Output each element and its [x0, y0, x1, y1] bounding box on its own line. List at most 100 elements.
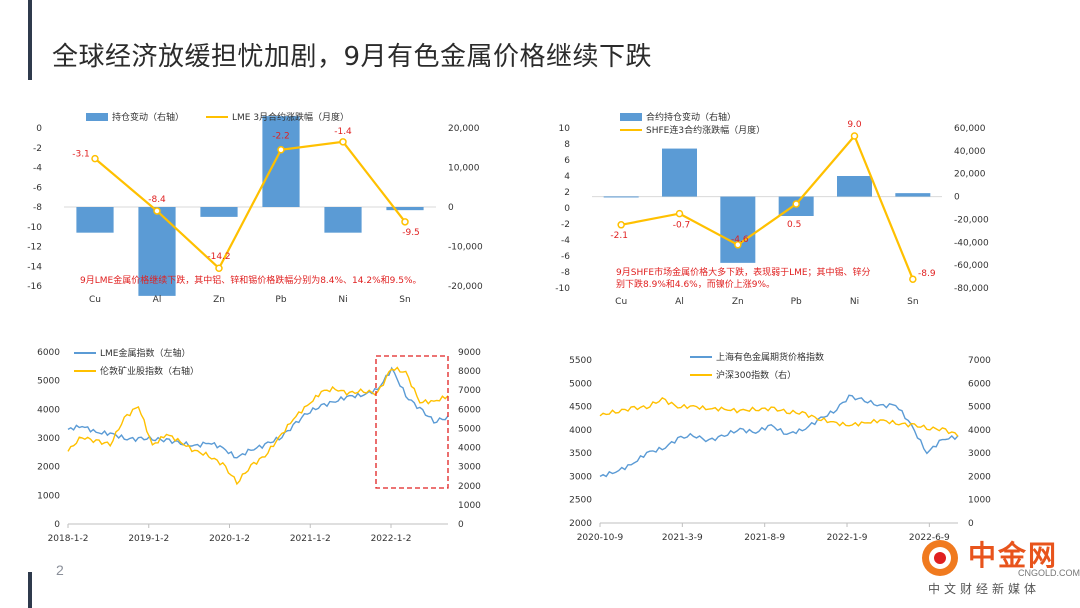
- legend-swatch-bar: [620, 113, 642, 121]
- line-point-pb: [277, 145, 285, 154]
- y-left-tick-label: 4000: [37, 405, 60, 415]
- y-right-tick-label: 2000: [458, 482, 481, 492]
- x-tick-label: Sn: [907, 297, 918, 307]
- y-right-tick-label: 3000: [968, 449, 991, 459]
- shfe-bar-line-chart: 10 8 6 4 2 0 -2 -4 -6 -8 -10 60,000 40,000 20,000 0 -20…: [555, 111, 989, 307]
- y-left-tick-label: -2: [33, 144, 42, 154]
- data-label: -0.7: [673, 221, 691, 231]
- y-left-tick-label: 4500: [569, 403, 592, 413]
- x-tick-label: 2019-1-2: [128, 534, 169, 544]
- y-right-tick-label: 7000: [458, 386, 481, 396]
- y-left-tick-label: 5000: [569, 379, 592, 389]
- line-point-al: [153, 207, 161, 215]
- change-line: [94, 140, 406, 271]
- legend-label-line: SHFE连3合约涨跌幅（月度）: [646, 124, 765, 136]
- bar-zn: [200, 207, 238, 217]
- x-tick-label: Cu: [615, 297, 627, 307]
- page-number: 2: [56, 562, 64, 578]
- y-left-tick-label: 8: [564, 140, 570, 150]
- legend-label-line: LME 3月合约涨跌幅（月度）: [232, 111, 349, 123]
- data-label: -2.1: [610, 231, 628, 241]
- y-left-tick-label: -4: [561, 236, 570, 246]
- y-right-tick-label: 0: [954, 193, 960, 203]
- y-right-tick-label: 0: [968, 519, 974, 529]
- y-right-tick-label: 9000: [458, 348, 481, 358]
- y-left-tick-label: 5000: [37, 377, 60, 387]
- change-line: [620, 133, 914, 280]
- x-tick-label: Zn: [732, 297, 744, 307]
- series-line-2: [599, 397, 959, 437]
- y-right-tick-label: 5000: [458, 424, 481, 434]
- y-left-tick-label: 3000: [569, 472, 592, 482]
- x-tick-label: 2020-10-9: [577, 533, 624, 543]
- data-label: -9.5: [402, 228, 420, 238]
- data-label: -3.1: [72, 150, 90, 160]
- y-right-tick-label: 2000: [968, 472, 991, 482]
- y-left-tick-label: 0: [54, 520, 60, 530]
- y-right-tick-label: -20,000: [448, 282, 483, 292]
- data-label: -4.6: [731, 235, 749, 245]
- y-left-tick-label: 2500: [569, 496, 592, 506]
- annotation-text: 别下跌8.9%和4.6%，而镍价上涨9%。: [616, 278, 775, 290]
- y-right-tick-label: 6000: [968, 379, 991, 389]
- y-right-tick-label: 10,000: [448, 164, 480, 174]
- y-left-tick-label: -16: [27, 282, 42, 292]
- x-tick-label: Ni: [850, 297, 859, 307]
- series-line-1: [67, 366, 449, 459]
- y-right-tick-label: 40,000: [954, 147, 986, 157]
- bar-ni: [837, 176, 872, 197]
- y-left-tick-label: 1000: [37, 491, 60, 501]
- line-point-sn: [909, 275, 917, 283]
- data-label: -8.9: [918, 269, 936, 279]
- y-right-tick-label: 5000: [968, 403, 991, 413]
- x-tick-label: 2021-8-9: [744, 533, 785, 543]
- y-left-tick-label: 0: [36, 124, 42, 134]
- highlight-box: [375, 355, 449, 489]
- y-right-tick-label: -80,000: [954, 284, 989, 294]
- y-left-tick-label: 6: [564, 156, 570, 166]
- legend-label-2: 伦敦矿业股指数（右轴）: [100, 365, 199, 377]
- bar-cu: [76, 207, 114, 233]
- y-left-tick-label: -12: [27, 243, 42, 253]
- data-label: -2.2: [272, 132, 290, 142]
- y-right-tick-label: 4000: [458, 444, 481, 454]
- title-accent-bar: [28, 0, 32, 80]
- cngold-logo-icon: [922, 540, 958, 576]
- annotation-text: 9月SHFE市场金属价格大多下跌，表现弱于LME；其中锡、锌分: [616, 266, 871, 278]
- x-tick-label: 2020-1-2: [209, 534, 250, 544]
- x-tick-label: Cu: [89, 295, 101, 305]
- legend-label-1: 上海有色金属期货价格指数: [716, 351, 824, 363]
- bar-cu: [603, 196, 639, 198]
- data-label: -1.4: [334, 127, 352, 137]
- line-point-al: [675, 209, 684, 218]
- line-point-sn: [401, 218, 409, 226]
- shanghai-index-line-chart: 5500 5000 4500 4000 3500 3000 2500 2000 7000 6000…: [569, 351, 991, 543]
- y-left-tick-label: 10: [559, 124, 571, 134]
- y-left-tick-label: -14: [27, 262, 42, 272]
- series-line-1: [599, 394, 959, 478]
- line-point-ni: [850, 132, 859, 140]
- lme-bar-line-chart: 0 -2 -4 -6 -8 -10 -12 -14 -16 20,000 10,000 0 -10,00…: [27, 111, 483, 305]
- data-label: -8.4: [148, 195, 166, 205]
- y-left-tick-label: 2000: [569, 519, 592, 529]
- y-left-tick-label: -2: [561, 220, 570, 230]
- y-left-tick-label: 2000: [37, 463, 60, 473]
- x-tick-label: Pb: [791, 297, 802, 307]
- line-point-pb: [792, 200, 800, 208]
- y-left-tick-label: -10: [27, 223, 42, 233]
- bar-pb: [262, 116, 300, 207]
- legend-swatch-bar: [86, 113, 108, 121]
- y-right-tick-label: 20,000: [954, 170, 986, 180]
- y-left-tick-label: 0: [564, 204, 570, 214]
- x-tick-label: Zn: [213, 295, 225, 305]
- y-left-tick-label: -10: [555, 284, 570, 294]
- line-point-cu: [617, 221, 625, 229]
- logo-slogan: 中文财经新媒体: [928, 582, 1041, 596]
- y-right-tick-label: 60,000: [954, 124, 986, 134]
- x-tick-label: 2018-1-2: [48, 534, 89, 544]
- y-left-tick-label: 4: [564, 172, 570, 182]
- y-right-tick-label: 0: [448, 203, 454, 213]
- annotation-text: 9月LME金属价格继续下跌，其中铝、锌和锡价格跌幅分别为8.4%、14.2%和9…: [80, 274, 422, 286]
- y-right-tick-label: 8000: [458, 367, 481, 377]
- y-right-tick-label: 7000: [968, 356, 991, 366]
